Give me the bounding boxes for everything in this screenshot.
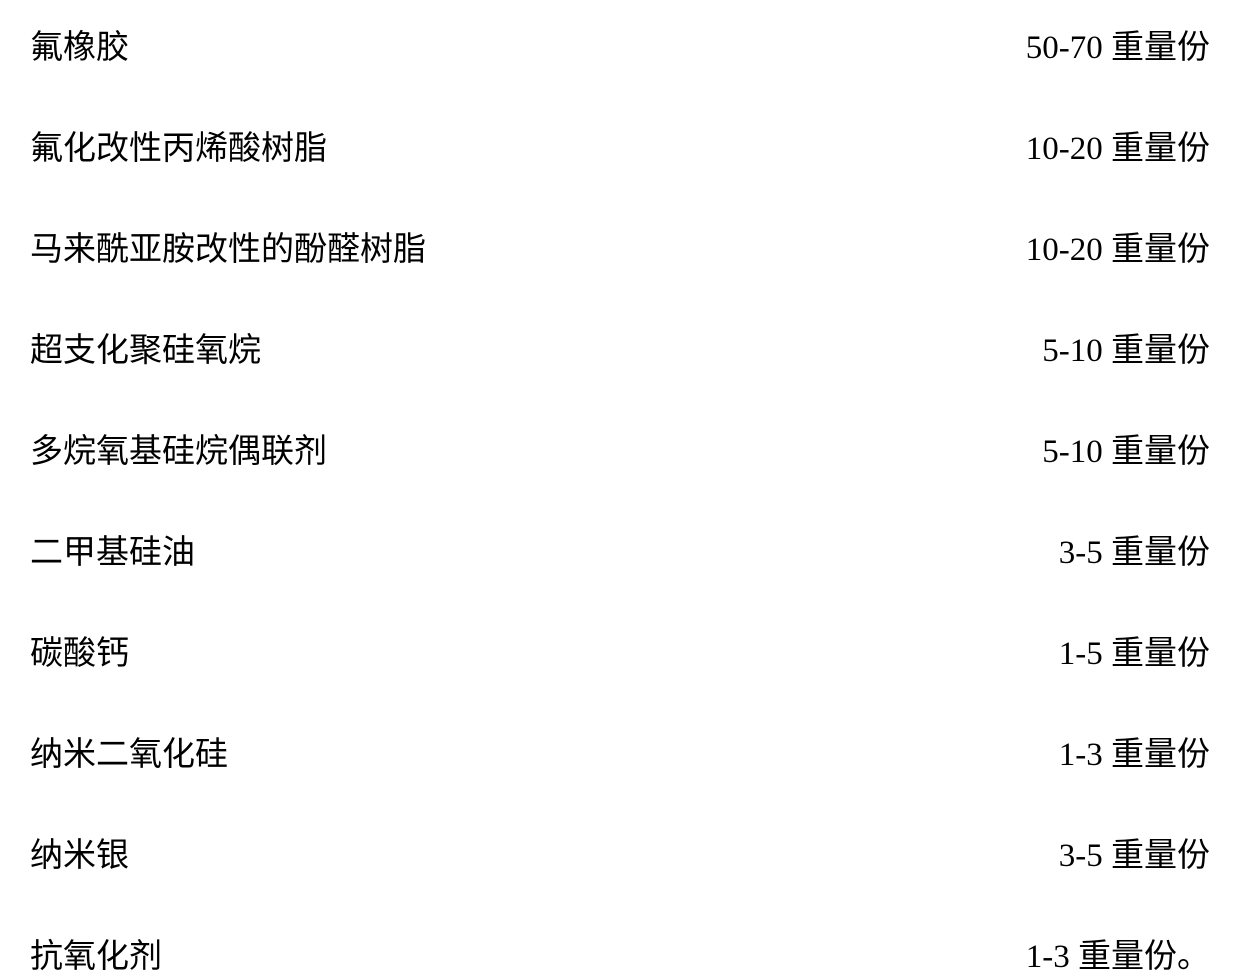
ingredient-amount: 10-20 重量份 [1026, 222, 1210, 270]
table-row: 纳米银 3-5 重量份 [30, 828, 1210, 876]
ingredient-amount: 10-20 重量份 [1026, 121, 1210, 169]
ingredient-name: 二甲基硅油 [30, 525, 195, 573]
table-row: 碳酸钙 1-5 重量份 [30, 626, 1210, 674]
ingredient-amount: 3-5 重量份 [1059, 828, 1210, 876]
ingredient-amount: 3-5 重量份 [1059, 525, 1210, 573]
ingredient-name: 碳酸钙 [30, 626, 129, 674]
composition-table: 氟橡胶 50-70 重量份 氟化改性丙烯酸树脂 10-20 重量份 马来酰亚胺改… [30, 20, 1210, 977]
ingredient-amount: 5-10 重量份 [1042, 323, 1210, 371]
ingredient-name: 超支化聚硅氧烷 [30, 323, 261, 371]
ingredient-amount: 1-3 重量份 [1059, 727, 1210, 775]
table-row: 纳米二氧化硅 1-3 重量份 [30, 727, 1210, 775]
table-row: 氟橡胶 50-70 重量份 [30, 20, 1210, 68]
ingredient-amount: 1-3 重量份。 [1026, 929, 1210, 977]
ingredient-name: 马来酰亚胺改性的酚醛树脂 [30, 222, 426, 270]
table-row: 氟化改性丙烯酸树脂 10-20 重量份 [30, 121, 1210, 169]
table-row: 多烷氧基硅烷偶联剂 5-10 重量份 [30, 424, 1210, 472]
table-row: 超支化聚硅氧烷 5-10 重量份 [30, 323, 1210, 371]
ingredient-name: 抗氧化剂 [30, 929, 162, 977]
ingredient-name: 多烷氧基硅烷偶联剂 [30, 424, 327, 472]
ingredient-name: 纳米银 [30, 828, 129, 876]
ingredient-name: 纳米二氧化硅 [30, 727, 228, 775]
ingredient-amount: 1-5 重量份 [1059, 626, 1210, 674]
ingredient-name: 氟橡胶 [30, 20, 129, 68]
ingredient-amount: 5-10 重量份 [1042, 424, 1210, 472]
table-row: 二甲基硅油 3-5 重量份 [30, 525, 1210, 573]
table-row: 马来酰亚胺改性的酚醛树脂 10-20 重量份 [30, 222, 1210, 270]
ingredient-amount: 50-70 重量份 [1026, 20, 1210, 68]
ingredient-name: 氟化改性丙烯酸树脂 [30, 121, 327, 169]
table-row: 抗氧化剂 1-3 重量份。 [30, 929, 1210, 977]
